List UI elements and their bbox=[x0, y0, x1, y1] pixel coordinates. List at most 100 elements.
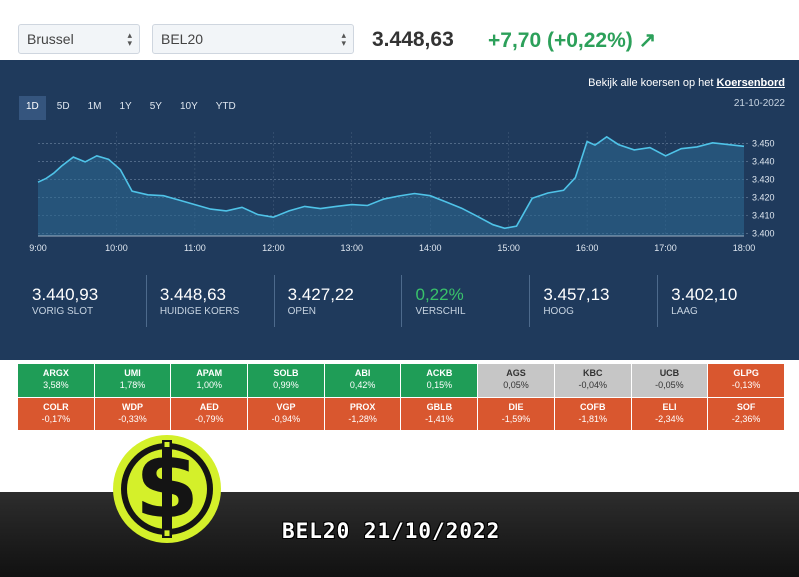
mover-symbol: UCB bbox=[659, 368, 680, 378]
mover-tile-gblb[interactable]: GBLB -1,41% bbox=[401, 397, 478, 430]
stat-value: 3.440,93 bbox=[32, 285, 99, 304]
stat-vorig-slot: 3.440,93 VORIG SLOT bbox=[19, 275, 146, 327]
range-tab-1m[interactable]: 1M bbox=[87, 101, 102, 112]
banner-title: BEL20 21/10/2022 bbox=[282, 519, 501, 543]
mover-change: -0,04% bbox=[578, 380, 607, 390]
mover-symbol: VGP bbox=[276, 401, 296, 412]
mover-symbol: GBLB bbox=[426, 401, 453, 412]
mover-symbol: PROX bbox=[349, 401, 376, 412]
mover-change: -1,59% bbox=[501, 413, 531, 424]
x-tick-label: 9:00 bbox=[29, 243, 47, 253]
mover-tile-eli[interactable]: ELI -2,34% bbox=[631, 397, 708, 430]
mover-tile-apam[interactable]: APAM 1,00% bbox=[171, 364, 248, 397]
mover-tile-ags[interactable]: AGS 0,05% bbox=[478, 364, 554, 397]
mover-change: 3,58% bbox=[43, 380, 69, 390]
x-tick-label: 17:00 bbox=[654, 243, 677, 253]
x-tick-label: 14:00 bbox=[419, 243, 442, 253]
mover-symbol: UMI bbox=[124, 368, 141, 378]
koersenbord-prefix: Bekijk alle koersen op het bbox=[588, 77, 717, 89]
mover-symbol: DIE bbox=[508, 401, 524, 412]
mover-symbol: ELI bbox=[662, 401, 677, 412]
x-tick-label: 18:00 bbox=[733, 243, 756, 253]
mover-tile-die[interactable]: DIE -1,59% bbox=[478, 397, 554, 430]
mover-symbol: COFB bbox=[579, 401, 606, 412]
range-tab-5y[interactable]: 5Y bbox=[149, 101, 162, 112]
mover-tile-colr[interactable]: COLR -0,17% bbox=[18, 397, 94, 430]
mover-change: -1,81% bbox=[578, 413, 607, 424]
mover-symbol: SOF bbox=[736, 401, 756, 412]
x-tick-label: 11:00 bbox=[184, 243, 206, 253]
select-arrows-icon: ▴ ▾ bbox=[341, 30, 346, 48]
mover-change: -2,36% bbox=[731, 413, 761, 424]
logo-dollar-sign: $ bbox=[134, 432, 199, 539]
mover-tile-glpg[interactable]: GLPG -0,13% bbox=[708, 364, 784, 397]
index-select[interactable]: BEL20 ▴ ▾ bbox=[152, 24, 354, 54]
movers-grid: ARGX 3,58% UMI 1,78% APAM 1,00% SOLB 0,99% ABI 0,… bbox=[18, 364, 784, 430]
mover-tile-prox[interactable]: PROX -1,28% bbox=[324, 397, 401, 430]
mover-symbol: ARGX bbox=[42, 368, 69, 378]
mover-change: -1,28% bbox=[348, 413, 377, 424]
mover-symbol: COLR bbox=[43, 401, 69, 412]
x-tick-label: 15:00 bbox=[497, 243, 520, 253]
mover-change: 0,15% bbox=[426, 380, 453, 390]
range-tab-1y[interactable]: 1Y bbox=[119, 101, 132, 112]
mover-tile-aed[interactable]: AED -0,79% bbox=[171, 397, 248, 430]
mover-change: -0,94% bbox=[271, 413, 301, 424]
stat-label: OPEN bbox=[287, 306, 316, 317]
mover-tile-argx[interactable]: ARGX 3,58% bbox=[18, 364, 94, 397]
y-tick-label: 3.410 bbox=[752, 210, 775, 220]
quote-header: Brussel ▴ ▾ BEL20 ▴ ▾ 3.448,63 +7,70 (+0,2… bbox=[0, 0, 799, 60]
stat-open: 3.427,22 OPEN bbox=[273, 275, 402, 327]
range-tab-10y[interactable]: 10Y bbox=[179, 101, 198, 112]
range-tabs: 1D 5D 1M 1Y 5Y 10Y YTD bbox=[19, 96, 247, 120]
dollar-logo-icon bbox=[113, 435, 221, 543]
mover-symbol: GLPG bbox=[733, 368, 759, 378]
koersenbord-link[interactable]: Koersenbord bbox=[716, 77, 785, 89]
mover-change: -0,33% bbox=[118, 413, 147, 424]
y-tick-label: 3.440 bbox=[752, 157, 775, 167]
mover-change: -1,41% bbox=[425, 413, 454, 424]
stat-value: 3.427,22 bbox=[287, 285, 354, 304]
price-change: +7,70 (+0,22%) ↗ bbox=[488, 29, 657, 52]
stat-label: HUIDIGE KOERS bbox=[159, 306, 240, 317]
mover-tile-cofb[interactable]: COFB -1,81% bbox=[554, 397, 631, 430]
range-tab-1d[interactable]: 1D bbox=[19, 96, 46, 120]
current-price: 3.448,63 bbox=[372, 28, 454, 51]
mover-symbol: APAM bbox=[196, 368, 223, 378]
mover-tile-ucb[interactable]: UCB -0,05% bbox=[631, 364, 708, 397]
market-select[interactable]: Brussel ▴ ▾ bbox=[18, 24, 140, 54]
chart-date: 21-10-2022 bbox=[733, 98, 785, 109]
stat-value: 3.448,63 bbox=[159, 285, 227, 304]
mover-tile-ackb[interactable]: ACKB 0,15% bbox=[401, 364, 478, 397]
mover-tile-umi[interactable]: UMI 1,78% bbox=[94, 364, 171, 397]
mover-symbol: AGS bbox=[506, 368, 526, 378]
mover-change: 0,42% bbox=[349, 380, 376, 390]
mover-tile-wdp[interactable]: WDP -0,33% bbox=[94, 397, 171, 430]
stat-laag: 3.402,10 LAAG bbox=[657, 275, 785, 327]
mover-change: 1,78% bbox=[119, 380, 146, 390]
x-tick-label: 16:00 bbox=[576, 243, 599, 253]
mover-tile-sof[interactable]: SOF -2,36% bbox=[708, 397, 784, 430]
mover-tile-solb[interactable]: SOLB 0,99% bbox=[248, 364, 324, 397]
mover-symbol: AED bbox=[199, 401, 219, 412]
y-tick-label: 3.400 bbox=[752, 228, 775, 238]
stat-label: LAAG bbox=[671, 306, 698, 317]
range-tab-5d[interactable]: 5D bbox=[56, 101, 70, 112]
stats-row: 3.440,93 VORIG SLOT 3.448,63 HUIDIGE KOERS 3… bbox=[19, 275, 785, 327]
stat-label: VERSCHIL bbox=[415, 306, 466, 317]
mover-symbol: ABI bbox=[354, 368, 371, 378]
select-arrows-icon: ▴ ▾ bbox=[127, 30, 132, 48]
koersenbord-link-text: Bekijk alle koersen op het Koersenbord bbox=[588, 77, 785, 89]
mover-symbol: ACKB bbox=[426, 368, 453, 378]
mover-change: -0,13% bbox=[731, 380, 761, 390]
mover-change: 1,00% bbox=[196, 380, 222, 390]
mover-tile-kbc[interactable]: KBC -0,04% bbox=[554, 364, 631, 397]
range-tab-ytd[interactable]: YTD bbox=[215, 101, 236, 112]
mover-tile-vgp[interactable]: VGP -0,94% bbox=[248, 397, 324, 430]
mover-change: -2,34% bbox=[655, 413, 684, 424]
market-select-value: Brussel bbox=[27, 31, 74, 47]
y-tick-label: 3.430 bbox=[752, 175, 775, 185]
y-tick-label: 3.450 bbox=[752, 139, 775, 149]
mover-change: 0,99% bbox=[273, 380, 299, 390]
mover-tile-abi[interactable]: ABI 0,42% bbox=[324, 364, 401, 397]
